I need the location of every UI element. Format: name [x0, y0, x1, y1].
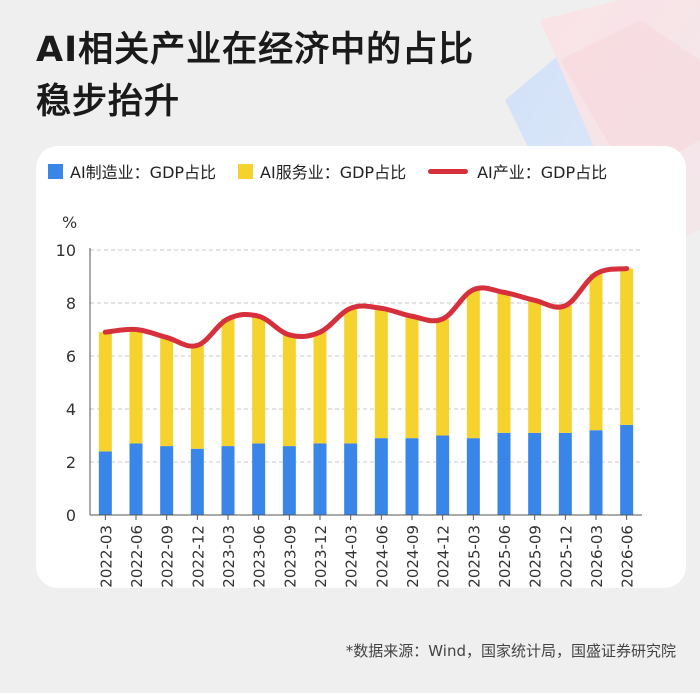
bar-manufacturing-2024-12 [436, 435, 450, 515]
y-axis-unit: % [62, 213, 77, 232]
line-total-series [102, 266, 630, 349]
bar-services-2026-06 [620, 268, 634, 425]
bar-services-2022-09 [160, 337, 174, 447]
chart-legend: AI制造业：GDP占比 AI服务业：GDP占比 AI产业：GDP占比 [48, 158, 678, 184]
y-tick-label-10: 10 [56, 241, 76, 260]
legend-swatch-services [238, 163, 254, 179]
bar-manufacturing-2023-06 [252, 443, 266, 515]
bar-manufacturing-2025-09 [528, 432, 542, 515]
bar-manufacturing-2023-09 [282, 446, 296, 515]
bar-services-2022-03 [98, 332, 112, 452]
y-tick-label-4: 4 [66, 400, 76, 419]
x-tick-label-2023-09: 2023-09 [281, 525, 299, 588]
x-tick-label-2025-09: 2025-09 [527, 525, 545, 588]
bar-services-2025-06 [497, 292, 511, 433]
legend-item-manufacturing: AI制造业：GDP占比 [48, 159, 216, 183]
bar-services-2023-03 [221, 318, 235, 447]
bar-services-2022-12 [190, 345, 204, 449]
x-tick-label-2024-12: 2024-12 [435, 525, 453, 588]
x-tick-label-2024-03: 2024-03 [343, 525, 361, 588]
y-tick-label-0: 0 [66, 506, 76, 525]
legend-label-total: AI产业：GDP占比 [477, 163, 608, 182]
legend-swatch-total [428, 168, 469, 174]
x-tick-label-2022-09: 2022-09 [159, 525, 177, 588]
bar-manufacturing-2025-06 [497, 432, 511, 515]
bar-manufacturing-2025-12 [558, 432, 572, 515]
x-tick-label-2024-06: 2024-06 [373, 525, 391, 588]
bar-services-2023-12 [313, 332, 327, 444]
x-tick-label-2026-03: 2026-03 [588, 525, 606, 588]
bar-services-2025-12 [558, 305, 572, 433]
bar-manufacturing-2022-12 [190, 448, 204, 515]
x-tick-label-2026-06: 2026-06 [619, 525, 637, 588]
legend-label-manufacturing: AI制造业：GDP占比 [70, 163, 217, 182]
bar-manufacturing-2023-03 [221, 446, 235, 515]
bar-services-2022-06 [129, 329, 143, 444]
y-tick-label-2: 2 [66, 453, 76, 472]
title-line-2: 稳步抬升 [36, 82, 181, 122]
bar-services-2024-12 [436, 318, 450, 436]
page-title: AI相关产业在经济中的占比 稳步抬升 [36, 24, 474, 128]
bar-services-2024-06 [374, 308, 388, 439]
y-tick-label-6: 6 [66, 347, 76, 366]
bar-services-2025-09 [528, 300, 542, 433]
x-tick-label-2022-03: 2022-03 [97, 525, 115, 588]
x-tick-label-2025-03: 2025-03 [465, 525, 483, 588]
bar-services-2025-03 [466, 289, 480, 439]
bar-services-2024-09 [405, 316, 419, 439]
bar-manufacturing-2024-03 [344, 443, 358, 515]
bar-manufacturing-2025-03 [466, 438, 480, 515]
x-tick-label-2023-03: 2023-03 [220, 525, 238, 588]
y-tick-label-8: 8 [66, 294, 76, 313]
title-line-1: AI相关产业在经济中的占比 [36, 30, 475, 70]
x-tick-label-2023-12: 2023-12 [312, 525, 330, 588]
bar-manufacturing-2022-06 [129, 443, 143, 515]
legend-item-services: AI服务业：GDP占比 [238, 159, 406, 183]
bar-manufacturing-2026-03 [589, 430, 603, 515]
x-tick-label-2022-12: 2022-12 [189, 525, 207, 588]
bar-services-2023-06 [252, 316, 266, 444]
legend-label-services: AI服务业：GDP占比 [260, 163, 407, 182]
x-tick-label-2023-06: 2023-06 [251, 525, 269, 588]
x-tick-label-2024-09: 2024-09 [404, 525, 422, 588]
legend-swatch-manufacturing [48, 163, 63, 179]
bar-services-2023-09 [282, 334, 296, 447]
bar-manufacturing-2024-06 [374, 438, 388, 515]
x-tick-label-2022-06: 2022-06 [128, 525, 146, 588]
bar-manufacturing-2022-09 [160, 446, 174, 515]
bar-services-2024-03 [344, 308, 358, 444]
chart-card [36, 146, 686, 588]
legend-item-total: AI产业：GDP占比 [428, 159, 607, 183]
x-tick-label-2025-06: 2025-06 [496, 525, 514, 588]
bar-manufacturing-2022-03 [98, 451, 112, 515]
x-tick-label-2025-12: 2025-12 [557, 525, 575, 588]
bar-services-2026-03 [589, 273, 603, 431]
bar-manufacturing-2024-09 [405, 438, 419, 515]
source-note: *数据来源：Wind，国家统计局，国盛证券研究院 [345, 642, 676, 660]
bar-manufacturing-2026-06 [620, 424, 634, 515]
bar-manufacturing-2023-12 [313, 443, 327, 515]
